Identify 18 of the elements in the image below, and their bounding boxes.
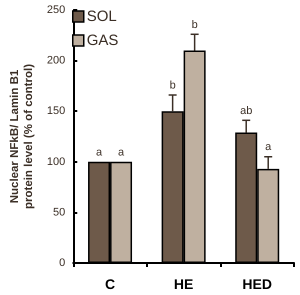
data-label: b [170,80,176,92]
legend-label: GAS [86,32,118,49]
x-tick-label: HED [242,276,272,292]
y-axis-title: Nuclear NFkB/ Lamin B1 protein level (% of control) [9,64,35,210]
legend-label: SOL [86,8,117,25]
data-label: a [96,146,103,158]
y-tick-label: 0 [59,257,66,269]
data-label: a [265,141,272,154]
x-tick-label: HE [174,276,194,292]
y-tick-label: 250 [46,4,66,16]
data-label: a [118,146,125,158]
y-tick-label: 200 [46,54,66,67]
x-tick-label: C [104,276,116,292]
y-tick-label: 100 [46,156,66,168]
data-label: b [192,18,198,31]
data-label: ab [240,104,252,117]
y-tick-label: 50 [53,206,66,218]
y-tick-label: 150 [46,105,66,118]
